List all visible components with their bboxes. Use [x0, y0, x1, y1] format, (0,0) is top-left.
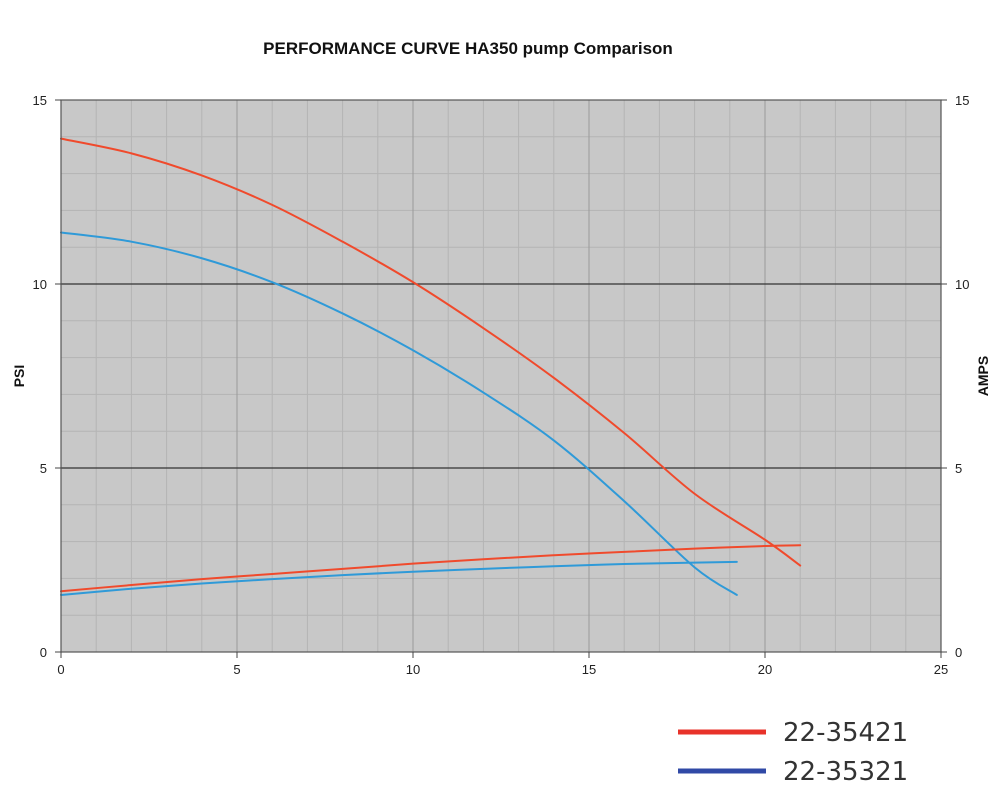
x-tick-label: 25 — [934, 662, 948, 677]
legend-label: 22-35321 — [783, 757, 908, 787]
y2-axis-ticks: 0 5 10 15 — [941, 93, 969, 660]
y-axis-ticks: 0 5 10 15 — [33, 93, 61, 660]
y2-tick-label: 10 — [955, 277, 969, 292]
x-tick-label: 15 — [582, 662, 596, 677]
y2-tick-label: 0 — [955, 645, 962, 660]
legend: 22-35421 22-35321 — [678, 718, 908, 787]
series-layer — [60, 137, 802, 596]
y-tick-label: 15 — [33, 93, 47, 108]
plot-frame — [60, 99, 942, 653]
plot-area — [61, 100, 941, 652]
y2-tick-label: 5 — [955, 461, 962, 476]
legend-label: 22-35421 — [783, 718, 908, 748]
y-axis-label: PSI — [11, 365, 27, 388]
series-line-2 — [60, 231, 738, 596]
x-axis-ticks: 0 5 10 15 20 25 — [57, 652, 948, 677]
y2-axis-label: AMPS — [975, 356, 991, 396]
y-tick-label: 10 — [33, 277, 47, 292]
y2-tick-label: 15 — [955, 93, 969, 108]
major-grid — [61, 100, 941, 652]
chart-title: PERFORMANCE CURVE HA350 pump Comparison — [263, 39, 673, 58]
series-line-3 — [60, 544, 802, 593]
minor-grid — [61, 100, 941, 652]
y-tick-label: 0 — [40, 645, 47, 660]
x-tick-label: 10 — [406, 662, 420, 677]
x-tick-label: 5 — [233, 662, 240, 677]
series-line-4 — [60, 560, 738, 596]
x-tick-label: 0 — [57, 662, 64, 677]
series-line-1 — [60, 137, 802, 567]
y-tick-label: 5 — [40, 461, 47, 476]
x-tick-label: 20 — [758, 662, 772, 677]
